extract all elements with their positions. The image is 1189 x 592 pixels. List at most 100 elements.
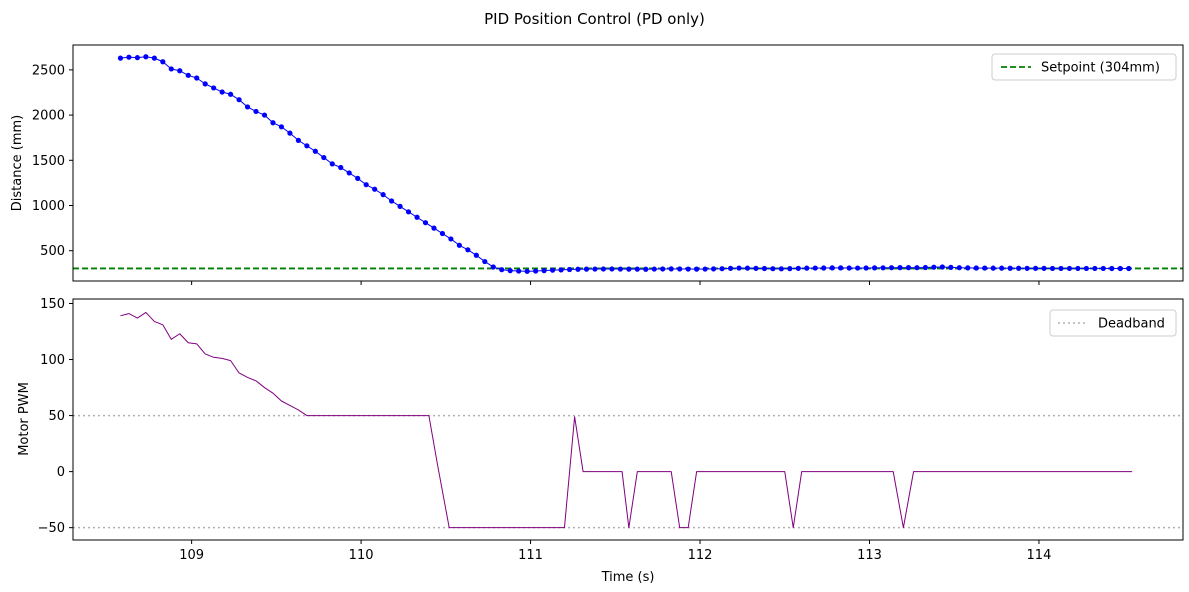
distance-data-point [710,266,717,272]
distance-data-point [939,264,945,270]
distance-data-point [499,267,505,273]
distance-data-point [236,97,242,103]
distance-data-point [736,265,742,271]
distance-data-point [228,91,234,97]
distance-data-point [295,137,301,143]
pwm-x-tick-label: 114 [1027,548,1052,563]
distance-data-point [549,267,556,273]
distance-data-point [482,258,488,265]
pwm-x-tick-label: 110 [349,548,374,563]
pwm-plot-frame [72,298,1184,541]
distance-data-point [405,209,412,215]
pwm-panel: 109 110 111 112 113 114 −50 0 50 100 150 Motor PW… [17,297,1184,585]
distance-data-point [363,182,369,188]
distance-data-point [355,175,361,181]
distance-data-point [448,236,454,242]
distance-data-point [660,266,666,272]
distance-plot-area [73,45,1183,281]
distance-data-point [202,81,208,87]
distance-data-point [1066,265,1073,272]
distance-data-point [1007,265,1013,271]
distance-data-point [397,203,403,209]
distance-data-point [787,266,793,272]
distance-data-point [821,265,827,271]
distance-data-point [965,265,971,271]
distance-data-point [626,266,632,272]
distance-data-point [1083,265,1089,272]
distance-data-point [795,265,801,271]
distance-data-point [583,266,590,272]
distance-data-point [990,265,996,271]
distance-data-point [685,266,691,272]
pwm-x-tick-label: 109 [179,548,204,563]
distance-y-tick-label: 1000 [32,199,65,214]
distance-data-point [389,198,395,204]
distance-data-point [516,268,522,274]
distance-data-point [321,154,327,161]
distance-data-point [338,164,344,171]
distance-data-point [244,104,251,110]
distance-data-point [702,266,708,272]
distance-data-point [914,265,920,271]
distance-data-point [778,266,784,272]
distance-data-point [1016,265,1022,271]
distance-data-point [863,265,869,271]
distance-data-point [1032,265,1039,271]
distance-data-point [414,214,420,220]
distance-legend: Setpoint (304mm) [991,53,1177,81]
distance-data-point [473,252,479,258]
distance-data-point [999,265,1005,271]
distance-data-point [804,265,810,271]
distance-data-point [422,220,429,226]
distance-y-tick-label: 500 [40,244,65,259]
distance-data-point [922,264,929,271]
distance-data-point [643,266,649,272]
distance-data-point [617,266,623,272]
distance-y-tick-label: 1500 [32,154,65,169]
distance-data-point [1109,265,1115,272]
distance-data-point [931,264,937,270]
distance-data-point [770,266,776,272]
distance-data-point [177,68,183,74]
distance-data-point [329,161,335,167]
distance-data-point [888,265,895,271]
distance-data-point [524,268,530,274]
pwm-x-tick-label: 111 [518,548,543,563]
distance-data-point [1041,265,1047,271]
distance-data-point [533,268,539,274]
pwm-y-tick-label: 100 [40,353,65,368]
distance-data-point [871,265,878,271]
distance-data-point [219,89,225,95]
distance-data-point [744,265,751,271]
distance-data-point [143,54,149,60]
distance-data-point [346,170,352,176]
distance-data-point [278,124,285,130]
distance-y-axis-label: Distance (mm) [10,115,25,211]
distance-data-point [1092,265,1098,272]
distance-legend-box [991,53,1177,81]
pwm-x-tick-label: 112 [688,548,713,563]
distance-data-point [456,242,462,248]
distance-data-point [270,120,276,126]
distance-data-point [558,267,564,273]
distance-data-point [897,265,903,271]
distance-data-point [312,148,318,154]
distance-data-point [1075,265,1081,272]
distance-data-point [846,265,852,271]
distance-data-point [185,72,191,78]
distance-data-point [694,266,700,272]
distance-data-point [168,66,174,72]
distance-data-point [948,264,954,270]
distance-data-point [1100,265,1106,272]
distance-data-point [719,266,725,272]
pwm-legend-label: Deadband [1098,317,1165,332]
pwm-y-tick-label: 0 [57,465,65,480]
distance-series-group [117,54,1132,274]
pwm-y-ticks: −50 0 50 100 150 [38,297,73,536]
pwm-x-tick-label: 113 [857,548,882,563]
distance-plot-frame [72,44,1184,282]
pwm-series-group [120,311,1133,529]
distance-data-point [1049,265,1056,272]
distance-data-point [372,186,378,192]
